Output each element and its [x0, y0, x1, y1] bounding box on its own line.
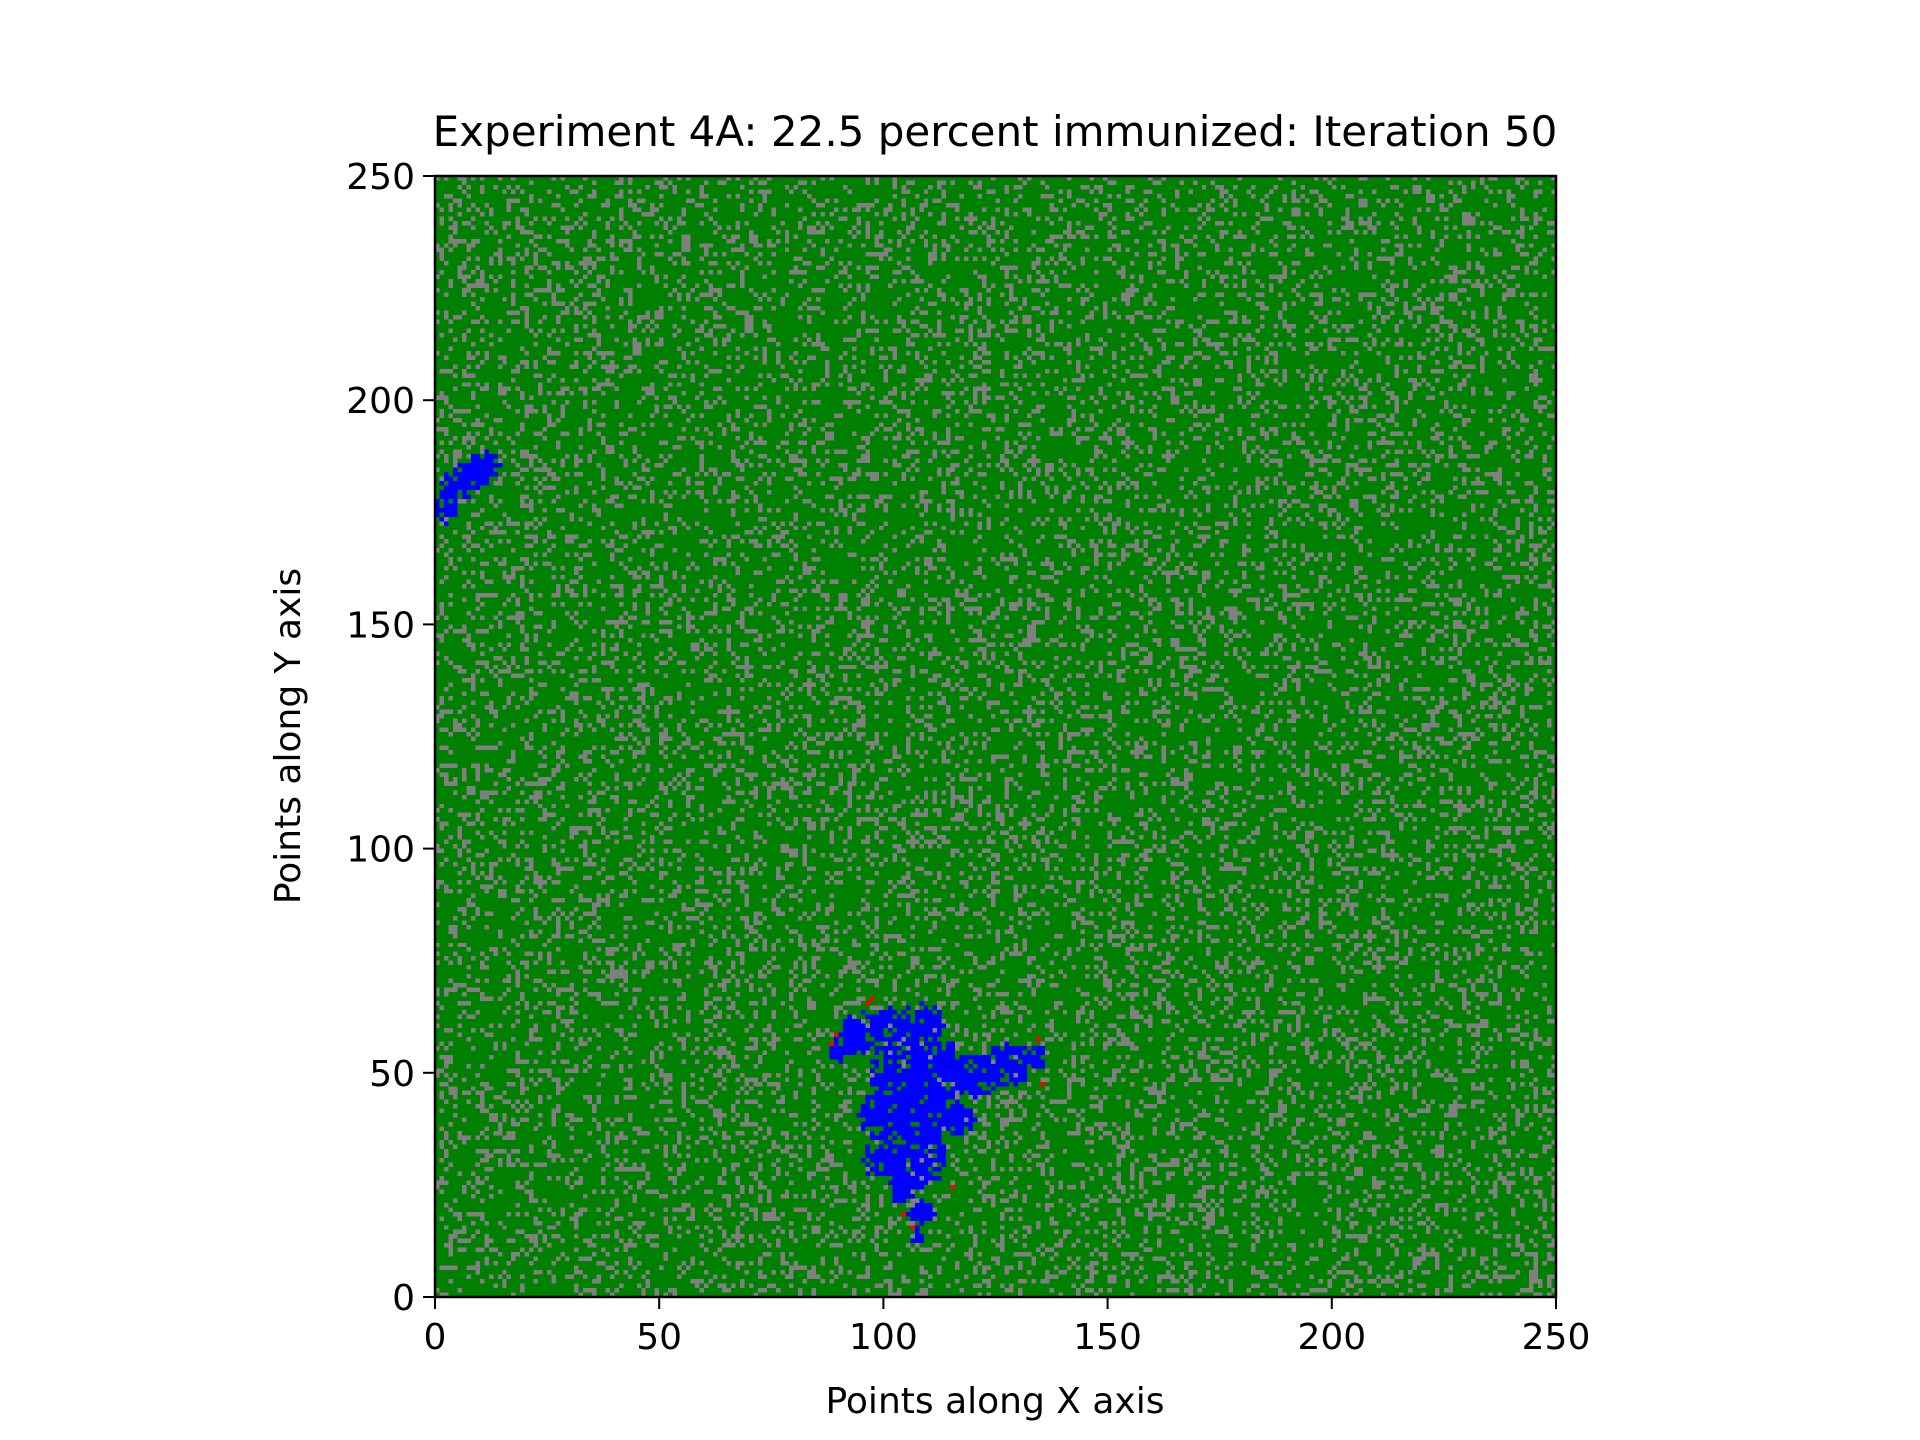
lattice-image: [435, 176, 1556, 1297]
y-tick-label: 200: [346, 381, 415, 422]
x-tick-label: 200: [1297, 1317, 1366, 1358]
x-tick-label: 100: [849, 1317, 918, 1358]
y-tick-label: 250: [346, 157, 415, 198]
y-axis-label: Points along Y axis: [268, 568, 309, 904]
x-axis-label: Points along X axis: [825, 1381, 1164, 1422]
y-axis: 0 50 100 150 200 250: [346, 157, 435, 1319]
y-tick-label: 150: [346, 605, 415, 646]
y-tick-label: 50: [369, 1054, 415, 1095]
x-tick-label: 0: [424, 1317, 447, 1358]
x-axis: 0 50 100 150 200 250: [424, 1297, 1591, 1358]
chart-title: Experiment 4A: 22.5 percent immunized: I…: [433, 107, 1558, 156]
y-tick-label: 100: [346, 830, 415, 871]
x-tick-label: 250: [1522, 1317, 1591, 1358]
x-tick-label: 150: [1073, 1317, 1142, 1358]
plot-frame: [433, 174, 1558, 1299]
y-tick-label: 0: [392, 1278, 415, 1319]
x-tick-label: 50: [636, 1317, 682, 1358]
